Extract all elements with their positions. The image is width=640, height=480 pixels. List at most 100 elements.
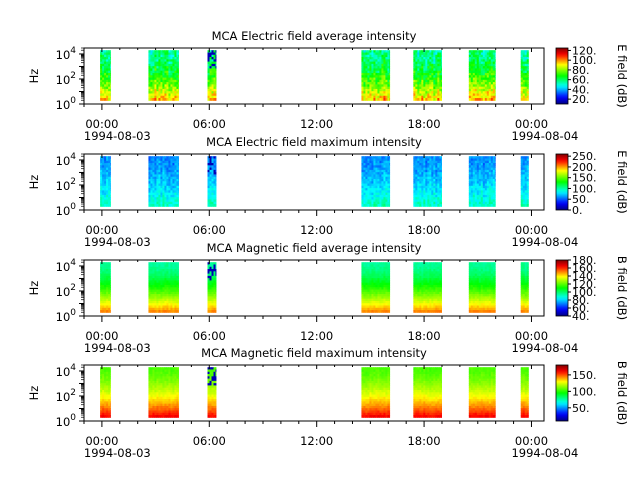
heatmap-cell [421,185,424,189]
heatmap-cell [423,167,426,171]
heatmap-cell [437,194,440,198]
heatmap-cell [524,72,528,76]
heatmap-cell [164,57,167,60]
heatmap-cell [389,296,391,300]
colorbar-tick-label: 100. [572,54,597,67]
heatmap-cell [104,70,107,74]
heatmap-cell [437,273,440,277]
heatmap-cell [209,68,212,72]
heatmap-cell [170,307,173,311]
heatmap-cell [417,84,420,88]
heatmap-cell [215,176,217,180]
heatmap-cell [385,68,388,72]
heatmap-cell [490,82,494,85]
heatmap-cell [389,188,391,191]
heatmap-cell [209,280,212,284]
heatmap-cell [104,188,107,191]
heatmap-cell [377,176,380,180]
heatmap-cell [371,84,374,88]
heatmap-cell [209,169,212,173]
heatmap-cell [431,50,434,53]
heatmap-cell [371,50,374,53]
heatmap-cell [361,264,364,268]
heatmap-cell [110,204,111,207]
heatmap-cell [478,84,482,88]
heatmap-cell [379,303,382,306]
heatmap-cell [522,165,526,169]
heatmap-cell [160,156,163,159]
heatmap-cell [425,271,428,275]
heatmap-cell [494,98,496,101]
date-label-end: 1994-08-04 [511,129,578,143]
heatmap-cell [176,197,179,200]
heatmap-cell [373,158,376,162]
heatmap-cell [524,160,528,164]
heatmap-cell [156,307,159,311]
heatmap-cell [431,66,434,69]
heatmap-cell [474,72,478,76]
heatmap-cell [371,165,374,169]
heatmap-cell [367,176,370,180]
heatmap-cell [476,169,480,173]
heatmap-cell [415,188,418,191]
heatmap-cell [371,273,374,277]
heatmap-cell [375,165,378,169]
heatmap-cell [419,303,422,306]
heatmap-cell [415,77,418,81]
heatmap-cell [154,57,157,60]
heatmap-cell [211,310,214,313]
heatmap-cell [490,197,494,200]
heatmap-cell [494,163,496,166]
heatmap-cell [104,178,107,182]
heatmap-cell [425,165,428,169]
heatmap-cell [415,59,418,63]
heatmap-cell [415,82,418,85]
heatmap-cell [100,310,103,313]
heatmap-cell [154,188,157,191]
heatmap-cell [484,77,488,81]
heatmap-cell [490,61,494,65]
heatmap-cell [174,176,177,180]
heatmap-cell [150,294,153,297]
heatmap-cell [419,174,422,178]
heatmap-cell [419,176,422,180]
heatmap-cell [425,298,428,302]
heatmap-cell [209,61,212,65]
heatmap-cell [207,284,210,288]
heatmap-cell [152,86,155,90]
heatmap-cell [417,63,420,67]
heatmap-cell [522,163,526,166]
heatmap-cell [381,52,384,56]
heatmap-cell [425,172,428,175]
heatmap-cell [437,192,440,196]
heatmap-cell [482,163,486,166]
colorbar-gradient [555,47,569,105]
heatmap-cell [379,273,382,277]
heatmap-cell [425,190,428,194]
heatmap-cell [480,183,484,187]
heatmap-cell [100,169,103,173]
heatmap-cell [361,303,364,306]
heatmap-cell [472,93,476,97]
heatmap-cell [166,68,169,72]
heatmap-cell [470,57,474,60]
heatmap-cell [373,294,376,297]
heatmap-cell [377,52,380,56]
heatmap-cell [419,68,422,72]
heatmap-cell [174,181,177,185]
heatmap-cell [387,271,390,275]
heatmap-cell [417,183,420,187]
heatmap-cell [215,204,217,207]
heatmap-cell [373,163,376,166]
heatmap-cell [156,59,159,63]
heatmap-cell [148,275,151,279]
heatmap-cell [375,287,378,291]
heatmap-cell [367,294,370,297]
heatmap-cell [385,204,388,207]
heatmap-cell [435,284,438,288]
heatmap-cell [413,305,416,309]
heatmap-cell [104,54,107,58]
heatmap-cell [174,54,177,58]
heatmap-cell [379,275,382,279]
heatmap-cell [488,169,492,173]
